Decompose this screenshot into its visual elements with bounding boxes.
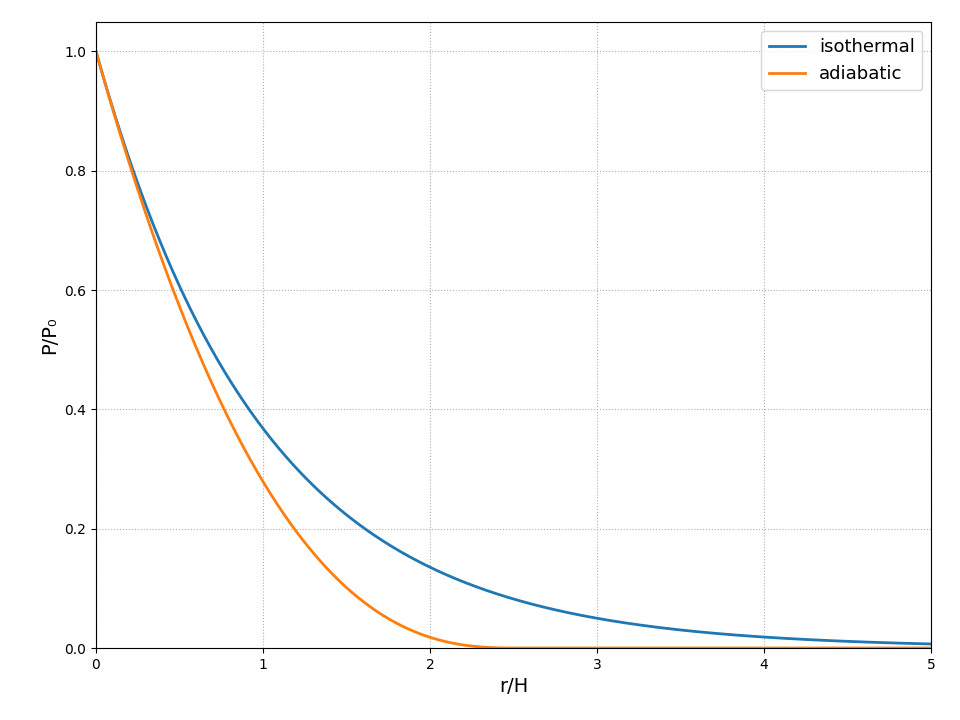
X-axis label: r/H: r/H (499, 678, 528, 696)
isothermal (242, 403, 253, 412)
isothermal (90, 47, 102, 55)
isothermal (409, 555, 420, 564)
adiabatic (591, 644, 603, 652)
adiabatic (508, 644, 519, 652)
isothermal (777, 634, 788, 642)
adiabatic (777, 644, 788, 652)
adiabatic (925, 644, 937, 652)
Legend: isothermal, adiabatic: isothermal, adiabatic (761, 31, 923, 90)
adiabatic (713, 644, 725, 652)
isothermal (925, 639, 937, 648)
isothermal (713, 629, 725, 638)
isothermal (634, 621, 645, 629)
isothermal (591, 614, 603, 623)
adiabatic (242, 451, 253, 459)
adiabatic (634, 644, 645, 652)
adiabatic (90, 47, 102, 55)
Line: adiabatic: adiabatic (96, 51, 931, 648)
adiabatic (409, 628, 420, 636)
Y-axis label: P/P₀: P/P₀ (39, 316, 59, 354)
Line: isothermal: isothermal (96, 51, 931, 644)
